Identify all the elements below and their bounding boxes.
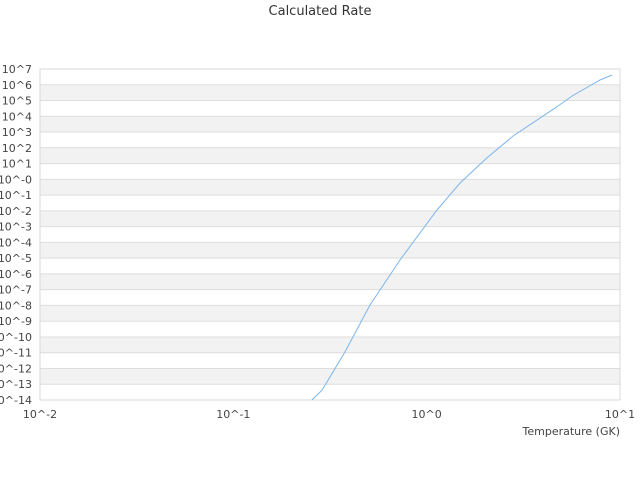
- y-tick-label: 10^-5: [0, 252, 32, 265]
- y-tick-label: 10^-6: [0, 268, 32, 281]
- y-tick-label: 10^7: [2, 63, 32, 76]
- x-tick-label: 10^1: [605, 408, 635, 421]
- y-tick-label: 10^1: [2, 158, 32, 171]
- y-tick-label: 10^3: [2, 126, 32, 139]
- plot-band: [40, 195, 620, 211]
- y-tick-label: 10^-10: [0, 331, 32, 344]
- y-tick-label: 10^2: [2, 142, 32, 155]
- y-tick-label: 10^-14: [0, 394, 32, 407]
- plot-band: [40, 226, 620, 243]
- chart-title: Calculated Rate: [268, 4, 372, 19]
- y-tick-label: 10^-0: [0, 173, 32, 186]
- plot-band: [40, 336, 620, 353]
- y-tick-label: 10^-1: [0, 189, 32, 202]
- x-tick-label: 10^0: [412, 408, 442, 421]
- plot-band: [40, 305, 620, 322]
- plot-band: [40, 384, 620, 400]
- y-tick-label: 10^-8: [0, 299, 32, 312]
- plot-band: [40, 84, 620, 101]
- plot-band: [40, 321, 620, 337]
- x-tick-label: 10^-1: [216, 408, 250, 421]
- y-tick-label: 10^6: [2, 79, 32, 92]
- plot-band: [40, 352, 620, 369]
- y-tick-label: 10^5: [2, 95, 32, 108]
- y-tick-label: 10^-2: [0, 205, 32, 218]
- y-tick-label: 10^-7: [0, 284, 32, 297]
- y-tick-label: 10^-13: [0, 378, 32, 391]
- y-tick-label: 10^4: [2, 110, 32, 123]
- plot-band: [40, 116, 620, 133]
- plot-band: [40, 69, 620, 85]
- plot-band: [40, 132, 620, 148]
- plot-band: [40, 100, 620, 117]
- plot-band: [40, 273, 620, 290]
- y-tick-label: 10^-3: [0, 221, 32, 234]
- y-tick-label: 10^-4: [0, 236, 32, 249]
- series-line: [311, 74, 613, 401]
- plot-band: [40, 163, 620, 180]
- plot-band: [40, 179, 620, 196]
- plot-band: [40, 210, 620, 227]
- x-tick-label: 10^-2: [23, 408, 57, 421]
- y-tick-label: 10^-9: [0, 315, 32, 328]
- plot-band: [40, 147, 620, 164]
- plot-band: [40, 242, 620, 259]
- plot-band: [40, 258, 620, 274]
- y-tick-label: 10^-11: [0, 347, 32, 360]
- y-tick-label: 10^-12: [0, 362, 32, 375]
- plot-frame: [39, 68, 621, 401]
- x-axis-label: Temperature (GK): [522, 425, 621, 438]
- plot-band: [40, 289, 620, 306]
